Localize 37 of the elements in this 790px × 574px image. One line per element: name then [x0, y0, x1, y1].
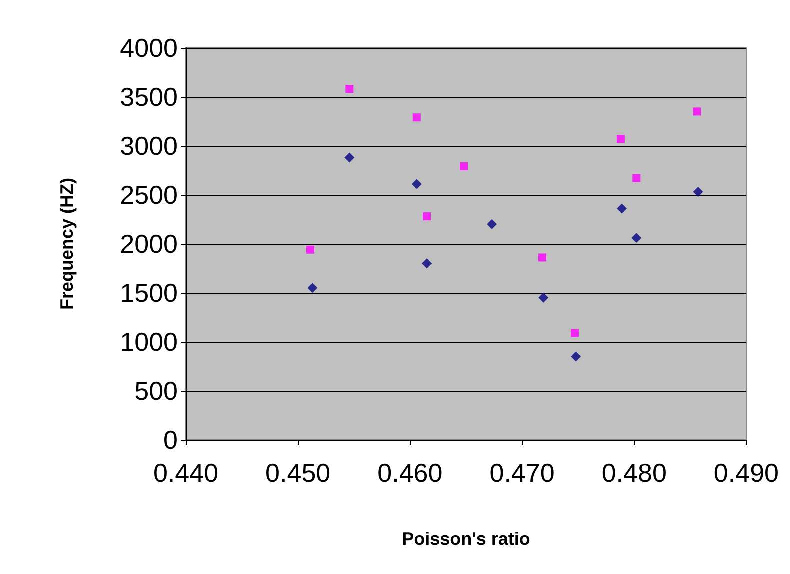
point [306, 246, 314, 254]
point [346, 85, 354, 94]
point [538, 254, 546, 262]
point [308, 283, 318, 294]
point [632, 233, 642, 244]
y-tick-label: 0 [164, 425, 178, 455]
y-tick-label: 500 [134, 376, 178, 406]
point [693, 108, 702, 116]
point [412, 114, 421, 122]
point [693, 187, 704, 198]
point [487, 219, 498, 230]
point [571, 352, 582, 362]
point [616, 135, 625, 144]
y-tick-label: 2000 [120, 229, 178, 259]
x-tick-label: 0.460 [378, 458, 443, 488]
y-tick-label: 3000 [120, 131, 178, 161]
point [422, 258, 432, 269]
y-tick-label: 2500 [120, 180, 178, 210]
y-tick-label: 1000 [120, 327, 178, 357]
point [460, 162, 468, 171]
x-tick-label: 0.450 [266, 458, 331, 488]
y-tick-label: 1500 [120, 278, 178, 308]
point [632, 174, 641, 182]
y-tick-label: 3500 [120, 82, 178, 112]
y-tick-label: 4000 [120, 33, 178, 63]
point [423, 212, 431, 221]
x-axis-title: Poisson's ratio [402, 529, 530, 549]
point [570, 329, 579, 338]
x-tick-label: 0.490 [714, 458, 780, 488]
point [617, 204, 628, 214]
point [538, 292, 549, 303]
x-tick-label: 0.440 [153, 458, 219, 488]
x-tick-label: 0.470 [490, 458, 555, 488]
x-tick-label: 0.480 [602, 458, 667, 488]
point [412, 179, 422, 190]
point [344, 152, 355, 163]
y-axis-title: Frequency (HZ) [57, 178, 77, 310]
